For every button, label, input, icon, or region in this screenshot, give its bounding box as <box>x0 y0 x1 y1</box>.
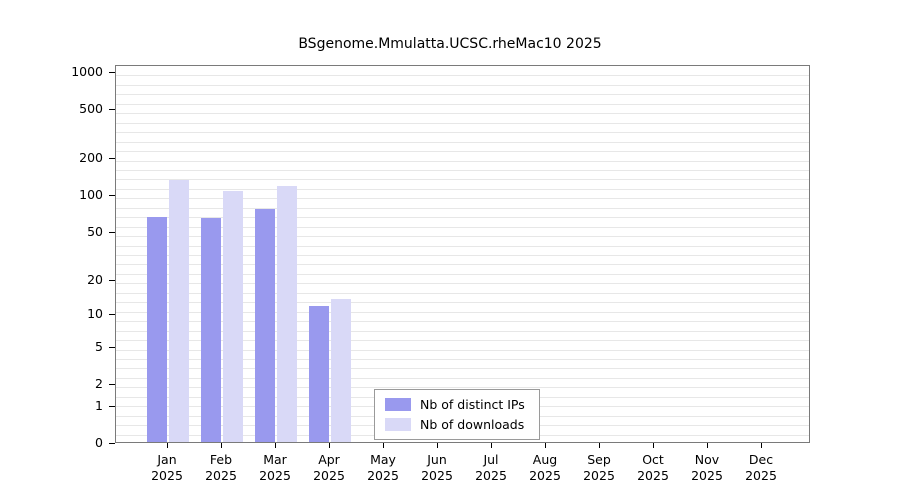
y-axis-tick <box>109 346 115 348</box>
gridline <box>116 273 809 275</box>
x-axis-tick <box>275 443 276 448</box>
gridline <box>116 84 809 86</box>
bar-downloads-apr <box>331 298 351 442</box>
gridline <box>116 245 809 247</box>
y-axis-tick <box>109 158 115 160</box>
x-axis-label-may: May 2025 <box>367 452 399 484</box>
bar-downloads-mar <box>277 185 297 442</box>
bar-downloads-jan <box>169 180 189 442</box>
gridline <box>116 160 809 162</box>
x-axis-tick <box>491 443 492 448</box>
x-axis-label-nov: Nov 2025 <box>691 452 723 484</box>
x-axis-label-jun: Jun 2025 <box>421 452 453 484</box>
y-axis-tick-label: 1000 <box>71 64 103 80</box>
x-axis-tick <box>707 443 708 448</box>
y-axis-tick <box>109 72 115 74</box>
y-axis-tick-label: 1 <box>95 397 103 413</box>
y-axis-tick <box>109 405 115 407</box>
gridline <box>116 292 809 294</box>
plot-area <box>115 65 810 443</box>
gridline <box>116 169 809 171</box>
x-axis-tick <box>761 443 762 448</box>
x-axis-tick <box>383 443 384 448</box>
chart-title: BSgenome.Mmulatta.UCSC.rheMac10 2025 <box>298 36 602 52</box>
gridline <box>116 217 809 219</box>
gridline <box>116 226 809 228</box>
gridline <box>116 198 809 200</box>
legend-item-downloads: Nb of downloads <box>385 417 525 432</box>
gridline <box>116 207 809 209</box>
y-axis-tick-label: 0 <box>95 435 103 450</box>
gridline <box>116 236 809 238</box>
x-axis-tick <box>437 443 438 448</box>
y-axis-tick <box>109 195 115 197</box>
gridline <box>116 368 809 370</box>
x-axis-tick <box>545 443 546 448</box>
x-axis-label-jan: Jan 2025 <box>151 452 183 484</box>
x-axis-tick <box>599 443 600 448</box>
gridline <box>116 132 809 134</box>
y-axis-tick-label: 500 <box>79 101 103 117</box>
x-axis-label-apr: Apr 2025 <box>313 452 345 484</box>
gridline <box>116 311 809 313</box>
x-axis-label-jul: Jul 2025 <box>475 452 507 484</box>
y-axis-tick <box>109 109 115 111</box>
x-axis-tick <box>221 443 222 448</box>
bar-distinct-ips-feb <box>201 217 221 442</box>
y-axis-tick-label: 200 <box>79 150 103 166</box>
y-axis-tick <box>109 231 115 233</box>
gridline <box>116 358 809 360</box>
bar-distinct-ips-mar <box>255 209 275 442</box>
y-axis-tick <box>109 314 115 316</box>
gridline <box>116 122 809 124</box>
y-axis-tick-label: 100 <box>79 187 103 203</box>
gridline <box>116 94 809 96</box>
legend-swatch-distinct-ips <box>385 398 411 411</box>
y-axis-tick <box>109 279 115 281</box>
gridline <box>116 103 809 105</box>
legend-swatch-downloads <box>385 418 411 431</box>
gridline <box>116 321 809 323</box>
x-axis-tick <box>653 443 654 448</box>
gridline <box>116 377 809 379</box>
y-axis-tick-label: 10 <box>87 306 103 322</box>
x-axis-label-sep: Sep 2025 <box>583 452 615 484</box>
bar-distinct-ips-jan <box>147 216 167 442</box>
gridline <box>116 255 809 256</box>
gridline <box>116 151 809 153</box>
x-axis-tick <box>167 443 168 448</box>
legend-label-downloads: Nb of downloads <box>420 417 525 432</box>
gridline <box>116 188 809 190</box>
y-axis-tick <box>109 443 115 444</box>
gridline <box>116 340 809 342</box>
gridline <box>116 141 809 143</box>
bar-downloads-feb <box>223 191 243 442</box>
legend-label-distinct-ips: Nb of distinct IPs <box>420 397 525 412</box>
x-axis-label-oct: Oct 2025 <box>637 452 669 484</box>
legend: Nb of distinct IPs Nb of downloads <box>374 389 540 440</box>
y-axis-tick-label: 2 <box>95 376 103 392</box>
y-axis-tick-label: 5 <box>95 338 103 354</box>
gridline <box>116 75 809 77</box>
y-axis-tick <box>109 384 115 386</box>
gridline <box>116 283 809 285</box>
gridline <box>116 302 809 304</box>
gridline <box>116 179 809 181</box>
x-axis-label-mar: Mar 2025 <box>259 452 291 484</box>
gridline <box>116 387 809 389</box>
x-axis-tick <box>329 443 330 448</box>
x-axis-label-feb: Feb 2025 <box>205 452 237 484</box>
y-axis-tick-label: 50 <box>87 223 103 239</box>
y-axis-tick-label: 20 <box>87 271 103 287</box>
legend-item-distinct-ips: Nb of distinct IPs <box>385 397 525 412</box>
gridline <box>116 113 809 115</box>
gridline <box>116 330 809 332</box>
x-axis-label-dec: Dec 2025 <box>745 452 777 484</box>
bar-distinct-ips-apr <box>309 306 329 442</box>
gridline <box>116 349 809 351</box>
gridline <box>116 264 809 266</box>
x-axis-label-aug: Aug 2025 <box>529 452 561 484</box>
